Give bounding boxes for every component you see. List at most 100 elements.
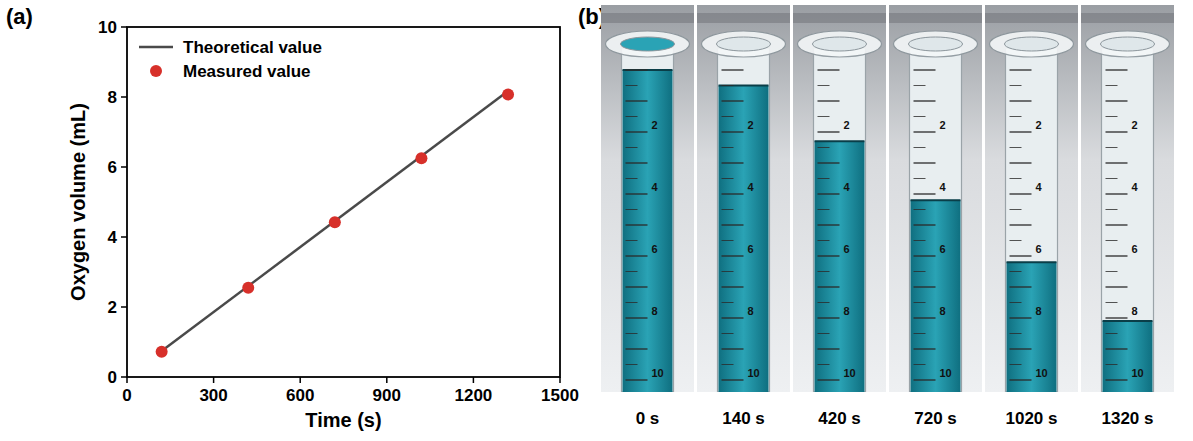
scale-label: 8 <box>652 305 658 317</box>
measured-point <box>502 89 514 101</box>
graduation <box>1010 286 1032 287</box>
measured-point <box>242 282 254 294</box>
graduation <box>818 302 830 303</box>
graduation <box>818 162 840 163</box>
photo: 246810 <box>889 5 982 392</box>
graduation <box>722 364 734 365</box>
y-tick-label: 2 <box>108 298 117 317</box>
graduation <box>626 193 648 194</box>
graduation <box>914 271 926 272</box>
graduation <box>914 116 926 117</box>
scale-label: 6 <box>1132 243 1138 255</box>
scale-label: 8 <box>940 305 946 317</box>
photo-background <box>793 5 886 392</box>
graduation <box>1010 348 1032 349</box>
liquid-column <box>1007 262 1057 392</box>
graduation <box>914 224 936 225</box>
photo: 246810 <box>1081 5 1174 392</box>
legend-label: Theoretical value <box>183 38 322 57</box>
graduation <box>1010 147 1022 148</box>
graduation <box>722 240 734 241</box>
x-tick-label: 1200 <box>454 386 492 405</box>
meniscus <box>815 140 865 142</box>
graduation <box>722 178 734 179</box>
liquid-column <box>719 86 769 393</box>
legend-swatch <box>150 65 162 77</box>
graduation <box>1106 271 1118 272</box>
legend-label: Measured value <box>183 62 311 81</box>
graduation <box>818 116 830 117</box>
stand <box>601 13 694 23</box>
scale-label: 10 <box>1036 367 1048 379</box>
graduation <box>1106 333 1118 334</box>
graduation <box>914 100 936 101</box>
scale-label: 4 <box>652 181 659 193</box>
graduation <box>1010 209 1022 210</box>
graduation <box>626 85 638 86</box>
graduation <box>1010 317 1032 318</box>
graduation <box>626 240 638 241</box>
graduation <box>626 317 648 318</box>
graduation <box>1010 302 1022 303</box>
graduation <box>818 147 830 148</box>
photo: 246810 <box>697 5 790 392</box>
stand <box>793 13 886 23</box>
graduation <box>818 100 840 101</box>
graduation <box>914 379 936 380</box>
y-tick-label: 0 <box>108 368 117 387</box>
graduation <box>722 379 744 380</box>
meniscus <box>911 199 961 201</box>
photo: 246810 <box>985 5 1078 392</box>
cylinder <box>622 48 674 392</box>
plot-frame <box>127 27 560 377</box>
photo-label: 420 s <box>818 409 861 428</box>
cylinder-rim <box>606 31 690 57</box>
graduation <box>1106 255 1128 256</box>
cylinder <box>814 48 866 392</box>
graduation <box>626 100 648 101</box>
graduation <box>1106 209 1118 210</box>
graduation <box>1106 224 1128 225</box>
plot-marks <box>156 89 514 358</box>
graduation <box>818 85 830 86</box>
graduation <box>914 69 936 70</box>
liquid-column <box>1103 321 1153 392</box>
graduation <box>914 240 926 241</box>
graduation <box>914 333 926 334</box>
photo-background <box>985 5 1078 392</box>
photo-background <box>697 5 790 392</box>
graduation <box>722 333 734 334</box>
graduation <box>1106 302 1118 303</box>
graduation <box>1106 317 1128 318</box>
graduation <box>818 240 830 241</box>
panel-label: (a) <box>6 4 33 29</box>
graduation <box>626 224 648 225</box>
y-tick-label: 10 <box>98 18 117 37</box>
cylinder-rim <box>1086 31 1170 57</box>
graduation <box>1106 379 1128 380</box>
graduation <box>818 379 840 380</box>
liquid-column <box>911 200 961 392</box>
graduation <box>818 317 840 318</box>
graduation <box>722 286 744 287</box>
meniscus <box>623 69 673 71</box>
graduation <box>914 209 926 210</box>
x-tick-label: 1500 <box>541 386 579 405</box>
cylinder-mouth <box>717 37 771 51</box>
graduation <box>722 271 734 272</box>
scale-label: 10 <box>940 367 952 379</box>
graduation <box>722 85 734 86</box>
stand <box>1081 13 1174 23</box>
cylinder <box>1006 48 1058 392</box>
x-tick-label: 600 <box>286 386 314 405</box>
scale-label: 6 <box>844 243 850 255</box>
meniscus <box>1103 320 1153 322</box>
y-axis-title: Oxygen volume (mL) <box>67 103 89 301</box>
photo-label: 1320 s <box>1102 409 1154 428</box>
graduation <box>1010 193 1032 194</box>
scale-label: 4 <box>844 181 851 193</box>
stand <box>985 13 1078 23</box>
cylinder-mouth <box>909 37 963 51</box>
scale-label: 6 <box>940 243 946 255</box>
scale-label: 6 <box>652 243 658 255</box>
